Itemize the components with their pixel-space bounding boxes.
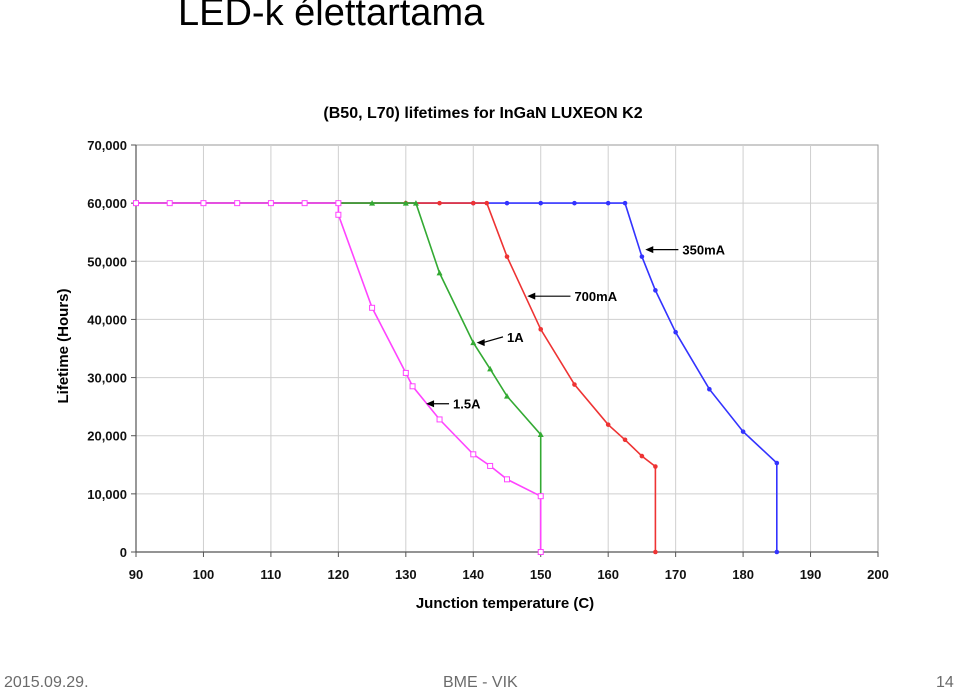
chart-annotations: 350mA 700mA 1A 1.5A bbox=[426, 243, 726, 412]
x-tick-label: 120 bbox=[328, 567, 350, 582]
chart-series bbox=[133, 200, 780, 555]
data-point-1a bbox=[470, 339, 477, 346]
data-point-1-5a bbox=[133, 200, 139, 207]
data-point-1-5a bbox=[200, 200, 207, 207]
chart-title: (B50, L70) lifetimes for InGaN LUXEON K2 bbox=[323, 105, 642, 122]
data-point-1a bbox=[487, 365, 494, 372]
series-line-350ma bbox=[136, 202, 778, 552]
y-tick-label: 0 bbox=[120, 545, 127, 560]
footer-center-text: BME - VIK bbox=[443, 674, 518, 691]
data-point-350ma bbox=[504, 200, 510, 206]
data-point-1-5a bbox=[301, 200, 308, 207]
data-point-1a bbox=[436, 269, 443, 276]
data-point-1-5a bbox=[537, 549, 544, 555]
data-point-700ma bbox=[622, 437, 628, 443]
chart-grid bbox=[135, 144, 879, 553]
data-point-350ma bbox=[605, 200, 611, 206]
data-point-1-5a bbox=[402, 369, 409, 376]
data-point-1-5a bbox=[369, 304, 376, 311]
y-tick-label: 30,000 bbox=[87, 371, 127, 386]
y-tick-label: 40,000 bbox=[87, 312, 127, 327]
y-tick-label: 10,000 bbox=[87, 487, 127, 502]
data-point-350ma bbox=[673, 329, 678, 335]
data-point-1-5a bbox=[436, 416, 443, 423]
data-point-700ma bbox=[484, 200, 490, 206]
annotation-arrow-1a bbox=[482, 336, 504, 344]
data-point-1-5a bbox=[166, 200, 173, 207]
y-tick-label: 60,000 bbox=[87, 196, 127, 211]
annotation-label-1a: 1A bbox=[507, 330, 524, 345]
x-tick-label: 150 bbox=[530, 567, 552, 582]
data-point-1-5a bbox=[537, 493, 544, 500]
data-point-1-5a bbox=[409, 383, 416, 390]
plot-area bbox=[135, 144, 879, 553]
annotation-label-700ma: 700mA bbox=[574, 289, 617, 304]
footer-date: 2015.09.29. bbox=[4, 674, 89, 691]
x-tick-label: 160 bbox=[597, 567, 619, 582]
x-tick-label: 140 bbox=[462, 567, 484, 582]
data-point-1-5a bbox=[335, 211, 342, 218]
annotation-label-350ma: 350mA bbox=[682, 243, 725, 258]
data-point-700ma bbox=[653, 549, 658, 555]
data-point-700ma bbox=[572, 382, 577, 387]
x-tick-label: 100 bbox=[193, 567, 215, 582]
slide-title: LED-k élettartama bbox=[178, 0, 485, 34]
annotation-arrowhead-1a bbox=[476, 339, 485, 347]
x-tick-label: 190 bbox=[800, 567, 822, 582]
y-tick-label: 50,000 bbox=[87, 254, 127, 269]
data-point-1-5a bbox=[234, 200, 241, 207]
data-point-1-5a bbox=[470, 451, 477, 458]
data-point-700ma bbox=[639, 453, 645, 459]
data-point-1-5a bbox=[267, 200, 274, 207]
data-point-700ma bbox=[470, 200, 476, 206]
data-point-1-5a bbox=[487, 462, 494, 469]
x-tick-label: 180 bbox=[732, 567, 754, 582]
data-point-1a bbox=[402, 200, 409, 206]
data-point-1a bbox=[412, 200, 419, 206]
chart-axes: 90 100 110 120 130 140 150 160 170 180 190 200 0 10,0… bbox=[87, 138, 889, 582]
data-point-350ma bbox=[774, 549, 780, 555]
data-point-350ma bbox=[740, 429, 746, 434]
data-point-350ma bbox=[572, 200, 577, 206]
x-axis-label: Junction temperature (C) bbox=[416, 595, 594, 612]
page-number: 14 bbox=[936, 674, 954, 691]
x-tick-label: 200 bbox=[867, 567, 889, 582]
data-point-350ma bbox=[707, 386, 712, 392]
data-point-700ma bbox=[504, 254, 510, 259]
data-point-1-5a bbox=[335, 200, 342, 207]
y-tick-label: 20,000 bbox=[87, 429, 127, 444]
annotation-label-1-5a: 1.5A bbox=[453, 397, 481, 412]
data-point-350ma bbox=[653, 288, 658, 293]
data-point-1a bbox=[504, 393, 510, 399]
data-point-350ma bbox=[774, 460, 780, 466]
data-point-1-5a bbox=[504, 476, 510, 483]
lifetime-chart: (B50, L70) lifetimes for InGaN LUXEON K2… bbox=[55, 105, 889, 612]
data-point-350ma bbox=[622, 200, 628, 206]
x-tick-label: 90 bbox=[129, 567, 143, 582]
annotation-arrowhead-700ma bbox=[527, 292, 536, 300]
data-point-700ma bbox=[605, 422, 611, 427]
data-point-1a bbox=[537, 431, 544, 438]
annotation-arrowhead-1-5a bbox=[426, 400, 435, 408]
annotation-arrowhead-350ma bbox=[645, 246, 654, 254]
data-point-700ma bbox=[653, 464, 658, 469]
y-tick-label: 70,000 bbox=[87, 138, 127, 153]
x-tick-label: 130 bbox=[395, 567, 417, 582]
data-point-700ma bbox=[538, 327, 544, 332]
data-point-1a bbox=[369, 200, 376, 206]
y-axis-label: Lifetime (Hours) bbox=[55, 288, 72, 403]
x-tick-label: 170 bbox=[665, 567, 687, 582]
data-point-700ma bbox=[437, 200, 442, 206]
data-point-350ma bbox=[639, 254, 645, 259]
x-tick-label: 110 bbox=[260, 567, 281, 582]
data-point-350ma bbox=[538, 200, 544, 206]
